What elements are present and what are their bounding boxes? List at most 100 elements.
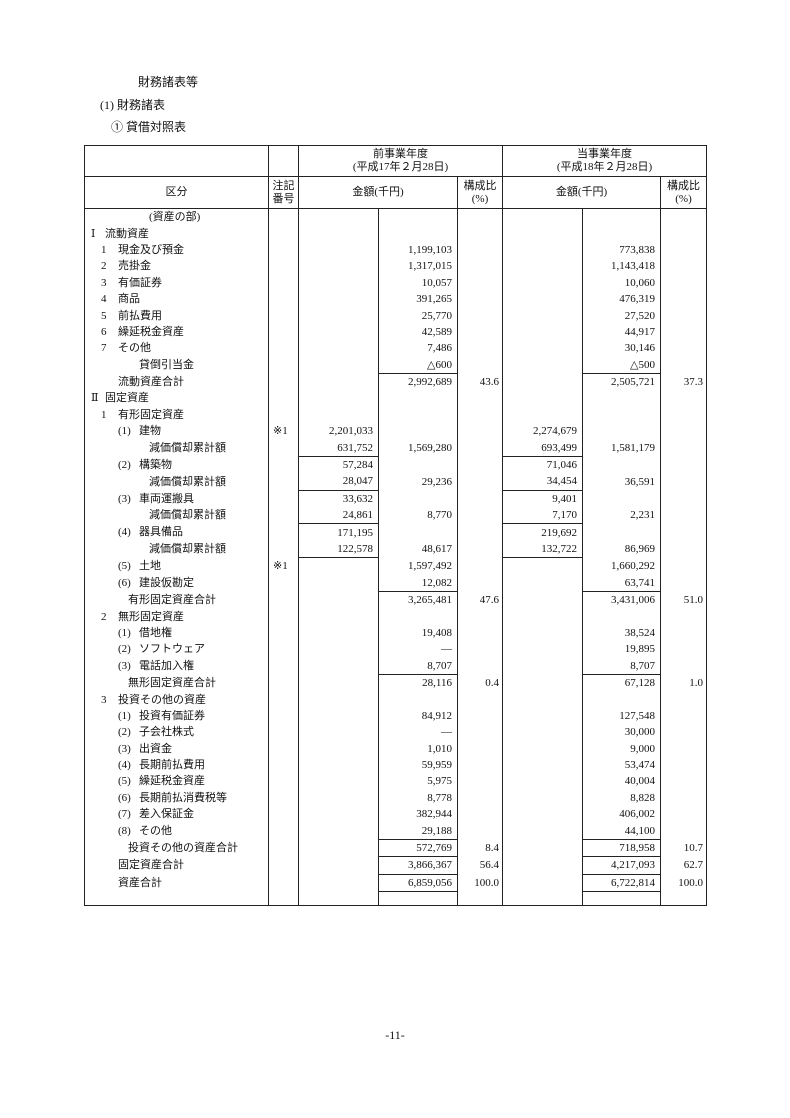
prev-amount: — (378, 724, 458, 741)
cur-ratio (660, 608, 707, 625)
cur-sub-amount: 9,401 (502, 490, 583, 508)
cur-sub-amount (502, 225, 583, 242)
prev-amount: 19,408 (378, 624, 458, 642)
cur-ratio (660, 208, 707, 226)
row-text: 器具備品 (139, 526, 183, 539)
row-label: 6 繰延税金資産 (84, 323, 269, 341)
header-prev-ratio: 構成比(%) (457, 176, 503, 209)
prev-ratio (457, 608, 503, 625)
cur-ratio (660, 456, 707, 474)
row-number: (5) (118, 560, 131, 573)
table-row: (2) 構築物 57,284 71,046 (84, 456, 707, 474)
row-number: 2 (101, 610, 107, 623)
prev-ratio: 8.4 (457, 839, 503, 857)
row-number: (8) (118, 824, 131, 837)
row-label: (5) 土地 (84, 557, 269, 575)
prev-sub-amount (298, 691, 379, 708)
row-text: 売掛金 (118, 260, 151, 273)
prev-period-date: (平成17年２月28日) (352, 161, 449, 173)
prev-amount: 391,265 (378, 290, 458, 308)
row-label: 2 無形固定資産 (84, 608, 269, 625)
row-text: 無形固定資産合計 (128, 676, 216, 689)
cur-sub-amount (502, 822, 583, 840)
cur-ratio (660, 307, 707, 324)
cur-sub-amount (502, 241, 583, 259)
prev-sub-amount (298, 740, 379, 757)
row-text: 土地 (139, 560, 161, 573)
cur-ratio (660, 691, 707, 708)
prev-sub-amount (298, 773, 379, 790)
prev-amount: 6,859,056 (378, 873, 458, 893)
note-number (268, 707, 299, 725)
cur-amount: 1,143,418 (582, 258, 661, 275)
table-row: 2 売掛金 1,317,015 1,143,418 (84, 258, 707, 275)
row-number: 5 (101, 309, 107, 322)
prev-ratio: 0.4 (457, 674, 503, 692)
note-number (268, 822, 299, 840)
cur-sub-amount (502, 806, 583, 823)
table-row: Ⅱ 固定資産 (84, 390, 707, 407)
cur-sub-amount: 219,692 (502, 523, 583, 541)
prev-amount (378, 423, 458, 440)
cur-amount: △500 (582, 356, 661, 374)
cur-sub-amount (502, 356, 583, 374)
cur-amount (582, 490, 661, 508)
prev-amount: 42,589 (378, 323, 458, 341)
table-row: 7 その他 7,486 30,146 (84, 340, 707, 357)
table-row: (7) 差入保証金 382,944 406,002 (84, 806, 707, 823)
prev-amount (378, 523, 458, 541)
note-number (268, 507, 299, 524)
note-number (268, 591, 299, 609)
prev-sub-amount (298, 356, 379, 374)
row-label: (4) 長期前払費用 (84, 756, 269, 774)
cur-ratio (660, 439, 707, 457)
cur-ratio (660, 657, 707, 675)
cur-amount: 8,828 (582, 789, 661, 807)
table-row: 無形固定資産合計 28,116 0.4 67,128 1.0 (84, 673, 707, 692)
prev-amount: 29,188 (378, 822, 458, 840)
cur-sub-amount (502, 624, 583, 642)
cur-amount (582, 691, 661, 708)
cur-amount: 406,002 (582, 806, 661, 823)
row-text: 流動資産 (105, 227, 149, 240)
row-label: 有形固定資産合計 (84, 591, 269, 609)
cur-amount: 63,741 (582, 574, 661, 592)
prev-amount: 7,486 (378, 340, 458, 357)
table-row: 有形固定資産合計 3,265,481 47.6 3,431,006 51.0 (84, 590, 707, 609)
blank-cell (268, 891, 299, 906)
prev-sub-amount: 28,047 (298, 473, 379, 491)
cur-ratio (660, 540, 707, 558)
row-number: (1) (118, 425, 131, 438)
cur-amount: 40,004 (582, 773, 661, 790)
cur-amount: 44,917 (582, 323, 661, 341)
cur-ratio (660, 822, 707, 840)
cur-amount (582, 456, 661, 474)
cur-amount: 9,000 (582, 740, 661, 757)
table-row: 減価償却累計額 631,752 1,569,280 693,499 1,581,179 (84, 439, 707, 457)
prev-sub-amount (298, 756, 379, 774)
note-number-label: 注記番号 (272, 179, 295, 205)
prev-sub-amount (298, 608, 379, 625)
prev-ratio (457, 406, 503, 424)
row-number: (6) (118, 791, 131, 804)
prev-ratio (457, 773, 503, 790)
table-row: 流動資産合計 2,992,689 43.6 2,505,721 37.3 (84, 372, 707, 391)
row-text: 長期前払消費税等 (139, 791, 227, 804)
row-text: 借地権 (139, 626, 172, 639)
cur-amount: 86,969 (582, 540, 661, 558)
row-text: 有形固定資産合計 (128, 593, 216, 606)
prev-sub-amount (298, 674, 379, 692)
prev-ratio (457, 806, 503, 823)
prev-amount: — (378, 641, 458, 658)
prev-amount: 59,959 (378, 756, 458, 774)
row-label: 資産合計 (84, 874, 269, 892)
prev-amount: 572,769 (378, 838, 458, 857)
row-number: 3 (101, 276, 107, 289)
note-number (268, 406, 299, 424)
header-category: 区分 (84, 176, 269, 209)
blank-cell (378, 891, 458, 906)
cur-sub-amount (502, 557, 583, 575)
prev-sub-amount (298, 806, 379, 823)
cur-period-label: 当事業年度 (577, 148, 632, 160)
prev-amount: 25,770 (378, 307, 458, 324)
